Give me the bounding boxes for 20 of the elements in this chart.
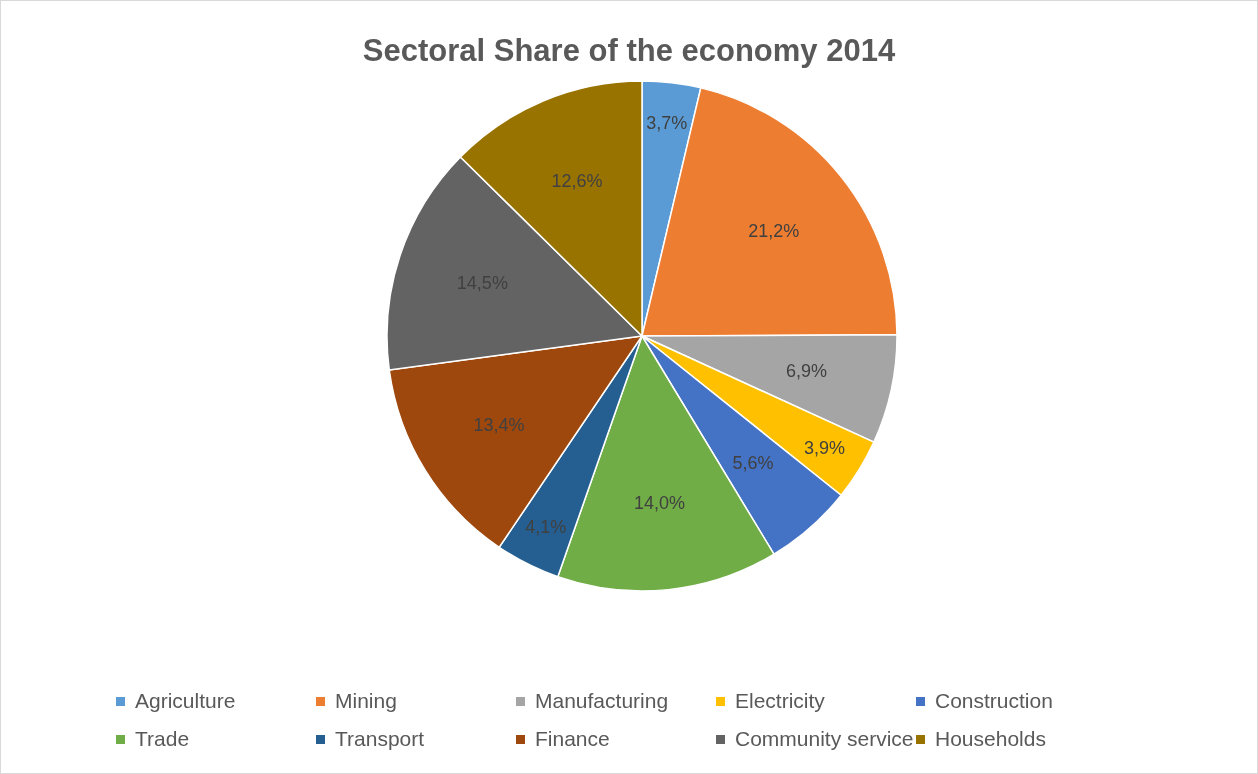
data-label: 21,2% (748, 221, 800, 242)
legend-label: Community service (735, 727, 914, 751)
data-label: 5,6% (732, 452, 774, 473)
data-label: 6,9% (786, 361, 828, 382)
chart-title: Sectoral Share of the economy 2014 (361, 33, 897, 69)
legend-label: Electricity (735, 689, 825, 713)
legend-label: Transport (335, 727, 425, 751)
data-label: 14,0% (633, 493, 685, 514)
legend-label: Trade (135, 727, 190, 751)
legend-label: Construction (935, 689, 1053, 713)
legend-label: Agriculture (135, 689, 236, 713)
data-label: 4,1% (525, 517, 567, 538)
data-label: 3,7% (646, 113, 688, 134)
data-label: 13,4% (473, 414, 525, 435)
data-label: 12,6% (551, 170, 603, 191)
legend-label: Finance (535, 727, 610, 751)
data-label: 3,9% (803, 438, 845, 459)
legend-label: Manufacturing (535, 689, 669, 713)
legend-label: Mining (335, 689, 397, 713)
legend-label: Households (935, 727, 1046, 751)
